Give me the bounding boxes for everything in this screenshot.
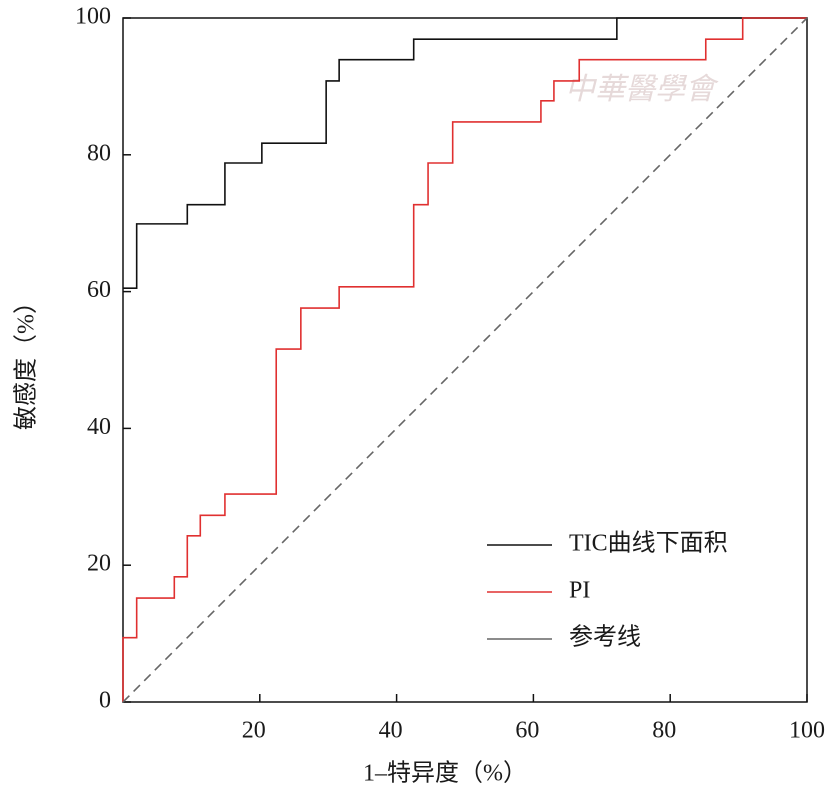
y-tick-label: 100 (75, 4, 111, 30)
watermark: 中華醫學會 (565, 73, 719, 106)
y-tick-label: 20 (87, 551, 111, 577)
legend-label: PI (569, 578, 590, 604)
x-tick-label: 20 (242, 718, 266, 744)
x-axis-label: 1–特异度（%） (363, 760, 527, 787)
legend-label: 参考线 (569, 624, 641, 651)
plot-frame (122, 17, 808, 703)
legend-label: TIC曲线下面积 (569, 530, 728, 557)
y-tick-label: 60 (87, 277, 111, 303)
x-tick-label: 60 (515, 718, 539, 744)
series-line (123, 17, 807, 289)
y-tick-label: 80 (87, 140, 111, 166)
y-tick-label: 40 (87, 414, 111, 440)
x-tick-label: 100 (789, 718, 825, 744)
series-line (122, 17, 807, 702)
series-line (122, 17, 808, 703)
x-tick-label: 40 (379, 718, 403, 744)
y-axis-label: 敏感度（%） (13, 290, 40, 430)
x-tick-label: 80 (652, 718, 676, 744)
y-tick-label: 0 (99, 688, 111, 714)
